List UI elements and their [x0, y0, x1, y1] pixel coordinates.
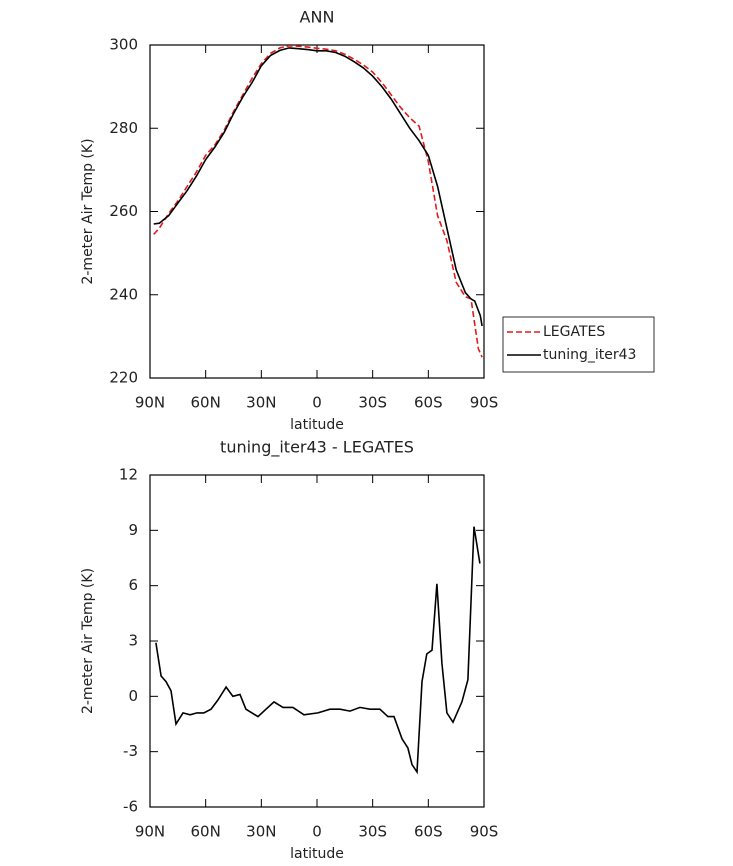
y-axis-label: 2-meter Air Temp (K)	[80, 138, 96, 284]
y-tick-label: 300	[109, 36, 138, 54]
x-tick-label: 30S	[358, 823, 387, 841]
x-tick-label: 60S	[414, 823, 443, 841]
y-tick-label: -3	[123, 742, 138, 760]
x-tick-label: 90S	[470, 823, 499, 841]
x-tick-label: 60N	[191, 394, 221, 412]
x-axis-label: latitude	[290, 846, 344, 862]
y-tick-label: 0	[128, 687, 138, 705]
chart-title: tuning_iter43 - LEGATES	[220, 438, 414, 458]
y-tick-label: 6	[128, 576, 138, 594]
x-tick-label: 90S	[470, 394, 499, 412]
x-tick-label: 0	[312, 823, 322, 841]
chart-title: ANN	[300, 8, 335, 27]
y-tick-label: 12	[119, 466, 138, 484]
data-line	[153, 44, 483, 358]
x-tick-label: 60S	[414, 394, 443, 412]
y-axis-label: 2-meter Air Temp (K)	[80, 568, 96, 714]
data-line	[153, 47, 483, 327]
y-tick-label: 260	[109, 202, 138, 220]
x-tick-label: 30N	[246, 823, 276, 841]
x-tick-label: 0	[312, 394, 322, 412]
y-tick-label: 240	[109, 285, 138, 303]
x-tick-label: 30N	[246, 394, 276, 412]
data-line	[155, 526, 481, 775]
x-axis-label: latitude	[290, 417, 344, 433]
y-tick-label: 280	[109, 119, 138, 137]
legend-box	[502, 316, 655, 373]
legend-label: LEGATES	[543, 324, 605, 340]
y-tick-label: 3	[128, 632, 138, 650]
y-tick-label: 9	[128, 521, 138, 539]
x-tick-label: 30S	[358, 394, 387, 412]
plot-frame	[149, 474, 485, 808]
x-tick-label: 90N	[135, 394, 165, 412]
plot-frame	[149, 44, 485, 379]
y-tick-label: 220	[109, 369, 138, 387]
legend-label: tuning_iter43	[543, 347, 636, 363]
y-tick-label: -6	[123, 798, 138, 816]
x-tick-label: 90N	[135, 823, 165, 841]
x-tick-label: 60N	[191, 823, 221, 841]
